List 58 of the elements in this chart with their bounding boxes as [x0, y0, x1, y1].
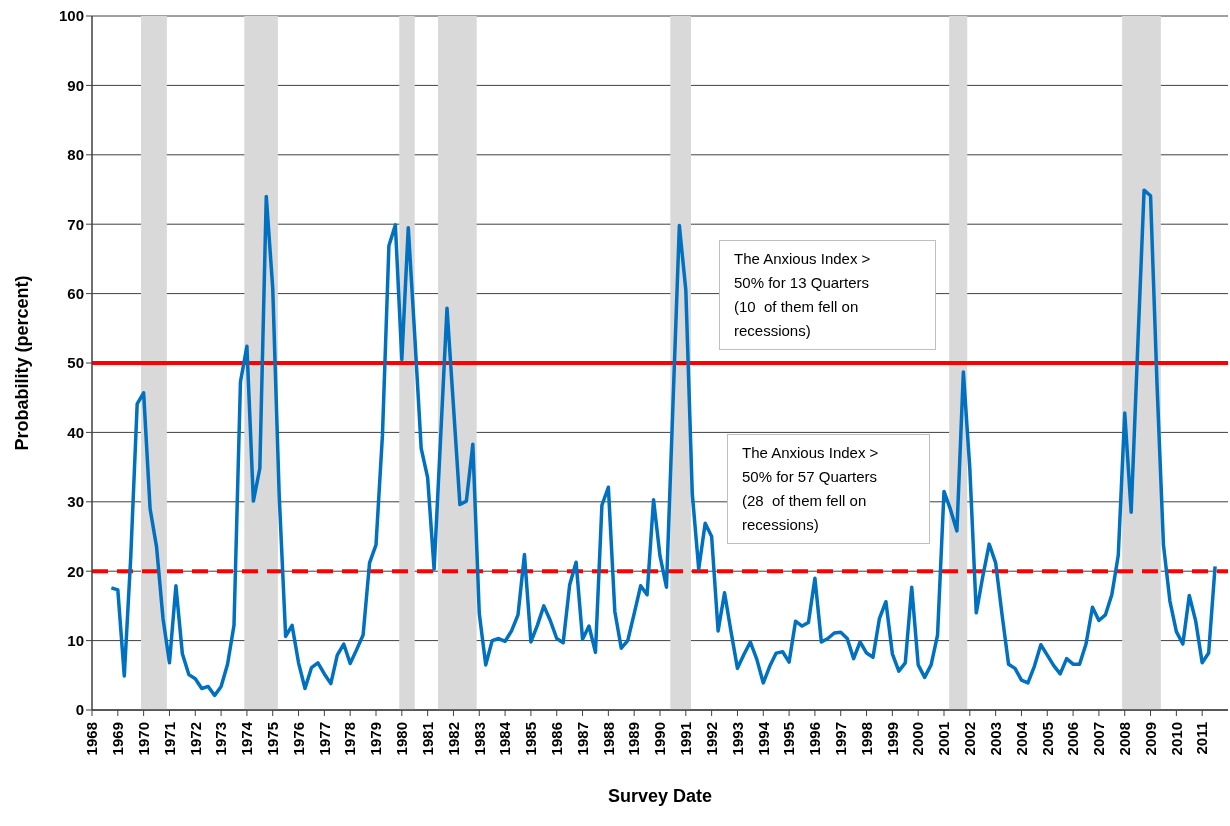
x-tick-label: 1992 — [702, 722, 720, 756]
x-axis-title: Survey Date — [607, 786, 713, 806]
x-tick-label: 1995 — [780, 722, 798, 756]
y-tick-label: 70 — [67, 215, 84, 233]
x-tick-label: 2008 — [1115, 722, 1133, 756]
x-tick-label: 1984 — [496, 721, 514, 756]
x-tick-label: 1989 — [625, 722, 643, 756]
x-tick-label: 1971 — [160, 722, 178, 756]
y-tick-label: 40 — [67, 423, 84, 441]
y-tick-label: 30 — [67, 493, 84, 511]
x-tick-label: 2002 — [961, 722, 979, 756]
x-tick-label: 1994 — [754, 721, 772, 756]
x-tick-label: 1969 — [109, 722, 127, 756]
x-tick-label: 1970 — [134, 722, 152, 756]
y-tick-label: 100 — [58, 7, 84, 25]
x-tick-label: 1975 — [263, 722, 281, 756]
x-tick-label: 1983 — [470, 722, 488, 756]
y-tick-label: 10 — [67, 631, 84, 649]
x-tick-label: 1977 — [315, 722, 333, 756]
x-tick-label: 1980 — [393, 722, 411, 756]
x-tick-label: 1996 — [806, 722, 824, 756]
y-axis-title: Probability (percent) — [12, 275, 33, 451]
x-tick-label: 1990 — [651, 722, 669, 756]
x-tick-label: 1986 — [547, 722, 565, 756]
y-tick-label: 90 — [67, 76, 84, 94]
line-series — [109, 188, 1217, 698]
y-tick-label: 50 — [67, 354, 84, 372]
x-tick-label: 1972 — [186, 722, 204, 756]
x-tick-label: 1976 — [289, 722, 307, 756]
x-tick-label: 1987 — [573, 722, 591, 756]
x-tick-label: 1997 — [831, 722, 849, 756]
x-tick-label: 1991 — [677, 722, 695, 756]
x-tick-label: 2010 — [1167, 722, 1185, 756]
y-tick-label: 0 — [75, 701, 84, 719]
x-tick-label: 2009 — [1141, 722, 1159, 756]
y-tick-label: 60 — [67, 284, 84, 302]
x-tick-label: 1968 — [83, 722, 101, 756]
x-tick-label: 1978 — [341, 722, 359, 756]
x-tick-label: 2006 — [1064, 722, 1082, 756]
x-tick-label: 1985 — [522, 722, 540, 756]
y-tick-label: 80 — [67, 146, 84, 164]
x-tick-label: 1993 — [728, 722, 746, 756]
x-tick-label: 1979 — [367, 722, 385, 756]
x-tick-label: 2011 — [1193, 722, 1211, 755]
x-tick-label: 2001 — [935, 722, 953, 756]
x-tick-label: 1974 — [238, 721, 256, 756]
x-tick-label: 2005 — [1038, 722, 1056, 756]
x-tick-label: 1981 — [418, 722, 436, 756]
x-tick-label: 2007 — [1090, 722, 1108, 756]
x-tick-label: 1999 — [883, 722, 901, 756]
x-tick-label: 1988 — [599, 722, 617, 756]
x-tick-label: 2000 — [909, 722, 927, 756]
x-tick-label: 2003 — [986, 722, 1004, 756]
x-tick-label: 1998 — [857, 722, 875, 756]
x-tick-label: 1982 — [444, 722, 462, 756]
x-tick-label: 2004 — [1012, 721, 1030, 756]
x-tick-label: 1973 — [212, 722, 230, 756]
y-tick-label: 20 — [67, 562, 84, 580]
